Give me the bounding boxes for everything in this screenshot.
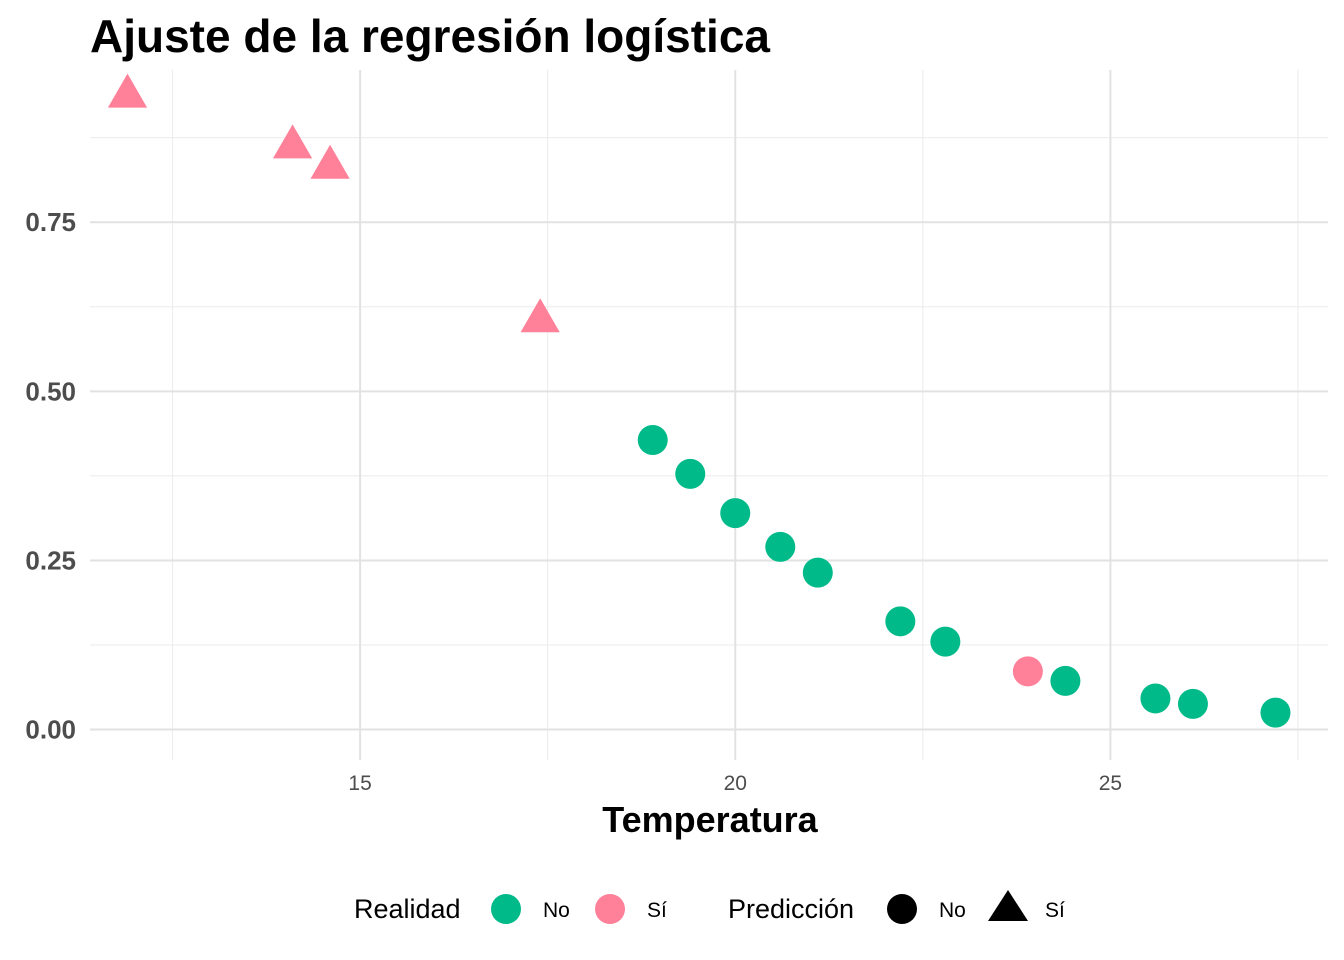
data-point	[930, 626, 961, 657]
y-axis-ticks: 0.00 0.25 0.50 0.75	[25, 207, 76, 744]
x-axis-label: Temperatura	[602, 799, 818, 840]
legend-color-label: Sí	[647, 899, 667, 922]
x-tick-label: 15	[348, 772, 371, 795]
data-point	[272, 124, 313, 159]
data-point	[1050, 665, 1081, 696]
x-tick-label: 20	[724, 772, 747, 795]
y-tick-label: 0.75	[25, 207, 76, 237]
legend-shape-label: No	[939, 899, 966, 922]
legend-shape-label: Sí	[1045, 899, 1065, 922]
legend-color-key	[491, 894, 521, 924]
data-point	[310, 144, 350, 179]
data-point	[802, 557, 833, 588]
data-point	[1012, 656, 1043, 687]
legend-shape-key	[887, 894, 917, 924]
legend-color-label: No	[543, 899, 570, 922]
legend-color-title: Realidad	[354, 894, 461, 924]
data-point	[107, 73, 148, 108]
data-point	[1140, 683, 1171, 714]
data-point	[1260, 697, 1291, 728]
data-point	[1177, 688, 1208, 719]
data-point	[520, 298, 560, 333]
legend-color-key	[595, 894, 625, 924]
y-tick-label: 0.00	[25, 715, 76, 745]
chart-title: Ajuste de la regresión logística	[90, 10, 770, 62]
data-point	[675, 458, 706, 489]
legend-shape-title: Predicción	[728, 894, 854, 924]
data-point	[765, 531, 796, 562]
x-axis-ticks: 15 20 25	[348, 772, 1122, 795]
data-point	[885, 606, 916, 637]
legend-shape-key	[988, 890, 1028, 921]
grid	[90, 70, 1328, 760]
data-point	[637, 425, 668, 456]
data-points	[107, 73, 1291, 728]
y-tick-label: 0.25	[25, 545, 76, 575]
data-point	[720, 498, 751, 529]
x-tick-label: 25	[1099, 772, 1122, 795]
legend: Realidad No Sí Predicción No Sí	[354, 890, 1065, 924]
y-tick-label: 0.50	[25, 376, 76, 406]
